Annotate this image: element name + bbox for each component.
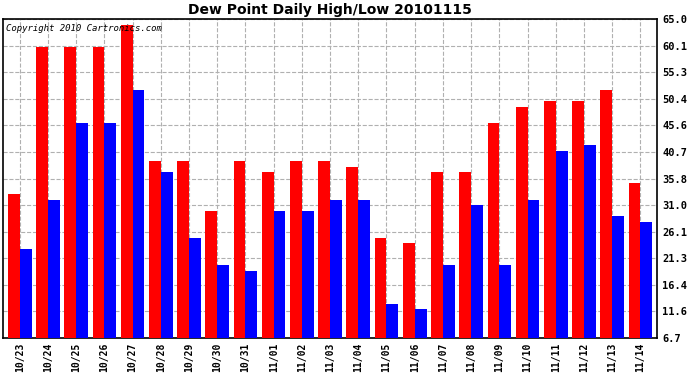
Bar (8, 194, 20, 375)
Bar (132, 90, 144, 375)
Bar (274, 211, 286, 375)
Bar (149, 162, 161, 375)
Bar (555, 150, 568, 375)
Bar (629, 183, 640, 375)
Bar (640, 222, 652, 375)
Bar (346, 167, 358, 375)
Bar (515, 107, 528, 375)
Bar (262, 172, 274, 375)
Bar (443, 265, 455, 375)
Bar (64, 46, 76, 375)
Bar (121, 25, 132, 375)
Bar (302, 211, 314, 375)
Bar (36, 46, 48, 375)
Bar (104, 123, 116, 375)
Title: Dew Point Daily High/Low 20101115: Dew Point Daily High/Low 20101115 (188, 3, 472, 17)
Bar (471, 205, 483, 375)
Bar (358, 200, 370, 375)
Bar (318, 162, 330, 375)
Bar (612, 216, 624, 375)
Bar (20, 249, 32, 375)
Bar (177, 162, 189, 375)
Bar (600, 90, 612, 375)
Bar (544, 101, 555, 375)
Bar (375, 238, 386, 375)
Bar (572, 101, 584, 375)
Bar (290, 162, 302, 375)
Bar (500, 265, 511, 375)
Bar (234, 162, 246, 375)
Bar (431, 172, 443, 375)
Bar (415, 309, 426, 375)
Bar (584, 145, 596, 375)
Bar (460, 172, 471, 375)
Text: Copyright 2010 Cartronics.com: Copyright 2010 Cartronics.com (6, 24, 162, 33)
Bar (161, 172, 172, 375)
Bar (330, 200, 342, 375)
Bar (76, 123, 88, 375)
Bar (217, 265, 229, 375)
Bar (528, 200, 540, 375)
Bar (246, 271, 257, 375)
Bar (403, 243, 415, 375)
Bar (189, 238, 201, 375)
Bar (48, 200, 60, 375)
Bar (386, 303, 398, 375)
Bar (488, 123, 500, 375)
Bar (92, 46, 104, 375)
Bar (206, 211, 217, 375)
